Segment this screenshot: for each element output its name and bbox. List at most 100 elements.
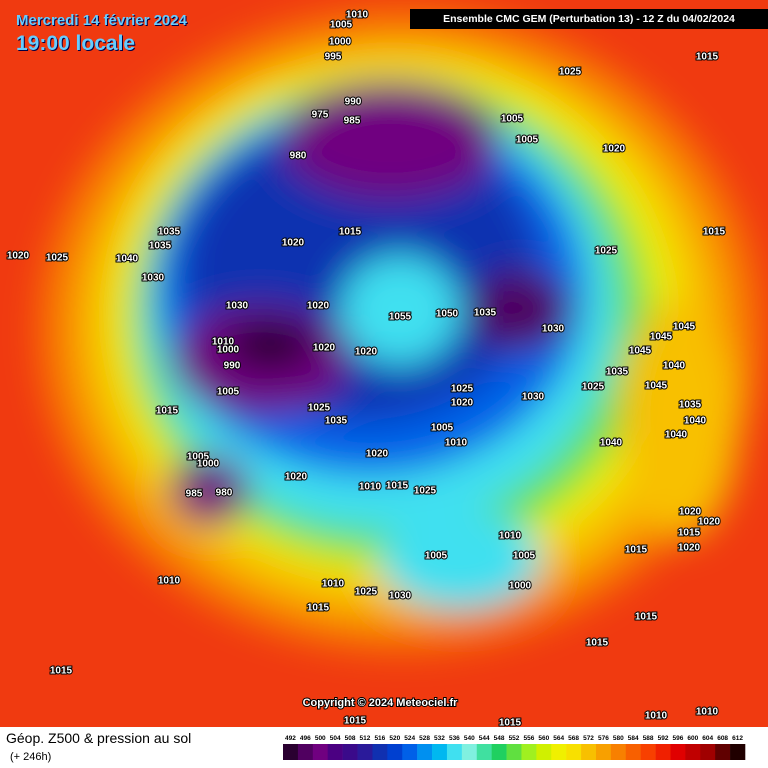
isobar-label: 1020 <box>366 449 389 460</box>
legend-swatch <box>476 744 492 760</box>
legend-label: 508 <box>345 735 356 742</box>
isobar-label: 1025 <box>595 246 618 257</box>
isobar-label: 1020 <box>678 543 701 554</box>
isobar-label: 1045 <box>645 381 668 392</box>
isobar-label: 1025 <box>46 253 69 264</box>
isobar-label: 1020 <box>698 517 721 528</box>
isobar-label: 1015 <box>586 638 609 649</box>
isobar-label: 1015 <box>50 666 73 677</box>
isobar-label: 1040 <box>663 361 686 372</box>
isobar-label: 990 <box>345 97 362 108</box>
isobar-label: 1025 <box>414 486 437 497</box>
isobar-label: 1005 <box>217 387 240 398</box>
time: 19:00 locale <box>16 32 136 55</box>
legend-swatch <box>312 744 329 760</box>
isobar-label: 1020 <box>313 343 336 354</box>
legend-label: 588 <box>643 735 654 742</box>
legend-label: 584 <box>628 735 639 742</box>
isobar-label: 1000 <box>197 459 220 470</box>
legend-label: 552 <box>509 735 520 742</box>
isobar-label: 1000 <box>217 345 240 356</box>
isobar-label: 1010 <box>445 438 468 449</box>
isobar-label: 990 <box>224 361 241 372</box>
isobar-label: 1020 <box>282 238 305 249</box>
legend-swatch <box>655 744 671 760</box>
isobar-label: 1040 <box>684 416 707 427</box>
legend-swatch <box>700 744 716 760</box>
isobar-label: 1030 <box>522 392 545 403</box>
isobar-label: 1020 <box>355 347 378 358</box>
legend-label: 540 <box>464 735 475 742</box>
legend-label: 536 <box>449 735 460 742</box>
isobar-label: 1035 <box>474 308 497 319</box>
isobar-label: 985 <box>186 489 203 500</box>
isobar-label: 1035 <box>679 400 702 411</box>
isobar-label: 985 <box>344 116 361 127</box>
isobar-label: 1005 <box>425 551 448 562</box>
isobar-label: 1015 <box>339 227 362 238</box>
isobar-label: 1015 <box>499 718 522 729</box>
legend-swatch <box>461 744 478 760</box>
footer-title: Géop. Z500 & pression au sol <box>6 730 191 746</box>
isobar-label: 1015 <box>344 716 367 727</box>
isobar-label: 1010 <box>645 711 668 722</box>
legend-swatch <box>417 744 433 760</box>
legend-label: 520 <box>389 735 400 742</box>
isobar-label: 1035 <box>149 241 172 252</box>
isobar-label: 1030 <box>389 591 412 602</box>
legend-label: 592 <box>658 735 669 742</box>
legend-swatch <box>432 744 448 760</box>
isobar-label: 1020 <box>307 301 330 312</box>
isobar-label: 1010 <box>158 576 181 587</box>
isobar-label: 1010 <box>346 10 369 21</box>
legend-label: 532 <box>434 735 445 742</box>
isobar-label: 1025 <box>355 587 378 598</box>
legend-swatch <box>685 744 701 760</box>
legend-label: 564 <box>553 735 564 742</box>
isobar-label: 975 <box>312 110 329 121</box>
isobar-label: 1055 <box>389 312 412 323</box>
legend-swatch <box>342 744 358 760</box>
legend-label: 512 <box>360 735 371 742</box>
isobar-label: 1040 <box>116 254 139 265</box>
legend-swatch <box>581 744 597 760</box>
isobar-label: 1015 <box>625 545 648 556</box>
isobar-label: 1010 <box>499 531 522 542</box>
isobar-label: 1005 <box>187 452 210 463</box>
isobar-label: 980 <box>290 151 307 162</box>
legend-label: 608 <box>717 735 728 742</box>
legend-label: 500 <box>315 735 326 742</box>
isobar-label: 1020 <box>451 398 474 409</box>
isobar-label: 1015 <box>635 612 658 623</box>
legend-label: 528 <box>419 735 430 742</box>
height-field <box>40 10 760 650</box>
isobar-label: 1025 <box>308 403 331 414</box>
model-text: Ensemble CMC GEM (Perturbation 13) - 12 … <box>443 13 735 25</box>
legend-label: 612 <box>732 735 743 742</box>
legend-label: 556 <box>523 735 534 742</box>
isobar-label: 1010 <box>322 579 345 590</box>
isobar-label: 1010 <box>359 482 382 493</box>
color-legend: 492 496 500 504 508 512 516 520 524 528 532 536 540 5… <box>283 735 746 760</box>
isobar-label: 1030 <box>226 301 249 312</box>
legend-label: 516 <box>374 735 385 742</box>
legend-swatch <box>283 744 299 760</box>
isobar-label: 1020 <box>285 472 308 483</box>
legend-label: 580 <box>613 735 624 742</box>
isobar-label: 1035 <box>606 367 629 378</box>
legend-label: 596 <box>673 735 684 742</box>
legend-swatch <box>372 744 388 760</box>
isobar-label: 1010 <box>696 707 719 718</box>
isobar-label: 1045 <box>629 346 652 357</box>
isobar-label: 1005 <box>330 20 353 31</box>
isobar-label: 1035 <box>325 416 348 427</box>
legend-label: 548 <box>494 735 505 742</box>
date: Mercredi 14 février 2024 <box>16 12 187 29</box>
isobar-label: 1005 <box>513 551 536 562</box>
legend-label: 572 <box>583 735 594 742</box>
legend-swatch <box>670 744 686 760</box>
legend-label: 492 <box>285 735 296 742</box>
legend-swatch <box>521 744 537 760</box>
legend-swatch <box>491 744 507 760</box>
